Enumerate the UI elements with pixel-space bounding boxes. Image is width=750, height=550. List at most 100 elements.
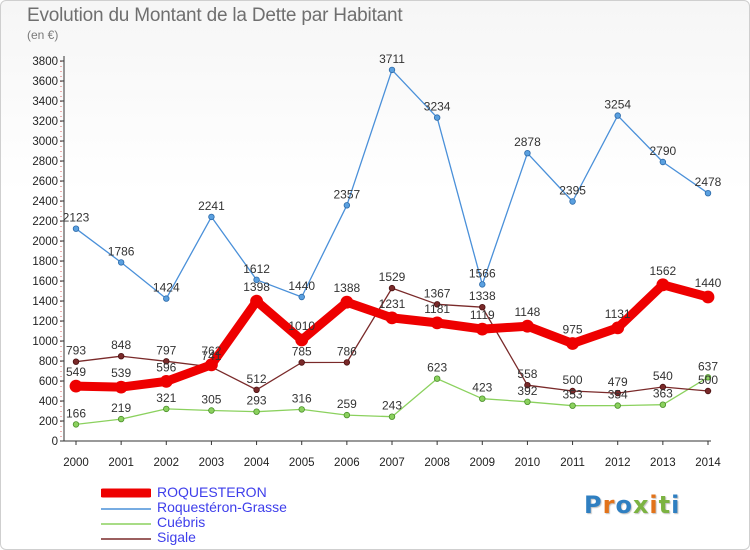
data-point <box>208 213 215 221</box>
x-tick-label: 2011 <box>560 457 585 469</box>
y-tick-label: 600 <box>39 376 58 388</box>
data-label: 2123 <box>63 211 90 225</box>
data-label: 637 <box>698 359 718 373</box>
y-tick-label: 2000 <box>32 236 58 248</box>
data-point <box>479 281 486 288</box>
data-label: 363 <box>653 387 673 401</box>
legend-swatch-sigale <box>101 538 151 540</box>
data-label: 512 <box>247 372 267 386</box>
y-tick-label: 3800 <box>32 56 58 68</box>
data-point <box>117 259 125 266</box>
data-point <box>659 383 667 391</box>
series-cuebris <box>72 374 712 428</box>
y-tick-label: 2200 <box>32 216 58 228</box>
data-label: 596 <box>156 360 176 374</box>
data-label: 1612 <box>243 262 270 276</box>
data-label: 558 <box>517 367 537 381</box>
x-tick-label: 2001 <box>108 457 134 469</box>
y-tick-label: 2600 <box>32 176 58 188</box>
legend-swatch-cuebris <box>101 523 151 525</box>
data-label: 540 <box>653 369 673 383</box>
data-label: 166 <box>66 406 86 420</box>
data-label: 2790 <box>650 144 677 158</box>
data-point <box>656 278 670 292</box>
data-point <box>614 389 621 397</box>
data-label: 1181 <box>424 302 450 316</box>
data-point <box>340 295 354 309</box>
data-point <box>205 358 218 372</box>
y-tick-label: 1600 <box>32 276 58 288</box>
data-label: 848 <box>111 338 131 352</box>
data-point <box>117 353 125 360</box>
data-point <box>114 380 128 394</box>
proxiti-logo: Proxiti <box>584 491 681 519</box>
data-label: 1566 <box>469 266 496 280</box>
data-point <box>163 405 170 413</box>
data-label: 762 <box>201 344 221 358</box>
data-point <box>433 375 441 382</box>
x-tick-label: 2000 <box>63 457 89 469</box>
legend-label: Cuébris <box>157 514 206 530</box>
data-point <box>521 319 534 333</box>
data-labels-layer: 2123 1786 1424 2241 1612 1440 2357 3711 3234 1566… <box>63 52 722 420</box>
data-label: 305 <box>201 393 221 407</box>
data-point <box>72 225 80 232</box>
data-label: 1562 <box>650 264 677 278</box>
data-point <box>659 158 667 166</box>
data-label: 539 <box>111 366 131 380</box>
y-tick-label: 1200 <box>32 316 58 328</box>
legend-label: Roquestéron-Grasse <box>157 499 287 515</box>
data-label: 2478 <box>695 175 722 189</box>
data-label: 354 <box>608 388 628 402</box>
x-tick-label: 2004 <box>244 457 270 469</box>
series-roquesteron <box>69 278 715 394</box>
data-label: 1398 <box>243 280 270 294</box>
x-tick-label: 2002 <box>153 457 179 469</box>
data-label: 1131 <box>605 307 631 321</box>
legend-label: Sigale <box>157 529 196 545</box>
y-axis-ticks: 0 200 400 600 800 1000 1200 1400 1600 1800 2000 220… <box>32 56 64 448</box>
data-point <box>614 112 621 119</box>
data-label: 2395 <box>559 184 586 198</box>
data-label: 786 <box>337 344 357 358</box>
data-point <box>569 198 576 205</box>
data-label: 392 <box>517 384 537 398</box>
data-point <box>298 359 305 366</box>
data-point <box>524 149 531 157</box>
data-label: 1338 <box>469 289 496 303</box>
data-label: 975 <box>563 323 583 337</box>
data-point <box>388 413 396 420</box>
data-label: 2357 <box>334 187 361 201</box>
y-tick-label: 3000 <box>32 136 58 148</box>
data-point <box>704 189 712 197</box>
legend-swatch-roquesteron-grasse <box>101 508 151 510</box>
data-label: 2241 <box>198 199 225 213</box>
data-label: 2878 <box>514 135 541 149</box>
data-point <box>611 321 625 335</box>
chart-title: Evolution du Montant de la Dette par Hab… <box>27 5 403 26</box>
data-label: 353 <box>563 388 583 402</box>
series-layer <box>69 66 715 428</box>
x-tick-label: 2012 <box>605 457 631 469</box>
data-label: 1148 <box>515 305 541 319</box>
x-tick-label: 2014 <box>695 457 721 469</box>
data-point <box>659 401 667 408</box>
data-point <box>163 295 170 302</box>
data-label: 1440 <box>695 276 722 290</box>
data-label: 797 <box>156 343 176 357</box>
data-point <box>72 421 80 428</box>
x-tick-label: 2006 <box>334 457 360 469</box>
data-point <box>569 387 576 395</box>
data-label: 793 <box>66 344 86 358</box>
x-tick-label: 2013 <box>650 457 676 469</box>
data-label: 479 <box>608 375 628 389</box>
data-point <box>117 415 125 423</box>
data-point <box>566 337 579 350</box>
data-point <box>479 304 486 311</box>
axes <box>60 56 711 442</box>
data-point <box>253 386 260 393</box>
data-label: 3711 <box>379 52 405 66</box>
y-tick-label: 2400 <box>32 196 58 208</box>
data-label: 549 <box>66 365 86 379</box>
